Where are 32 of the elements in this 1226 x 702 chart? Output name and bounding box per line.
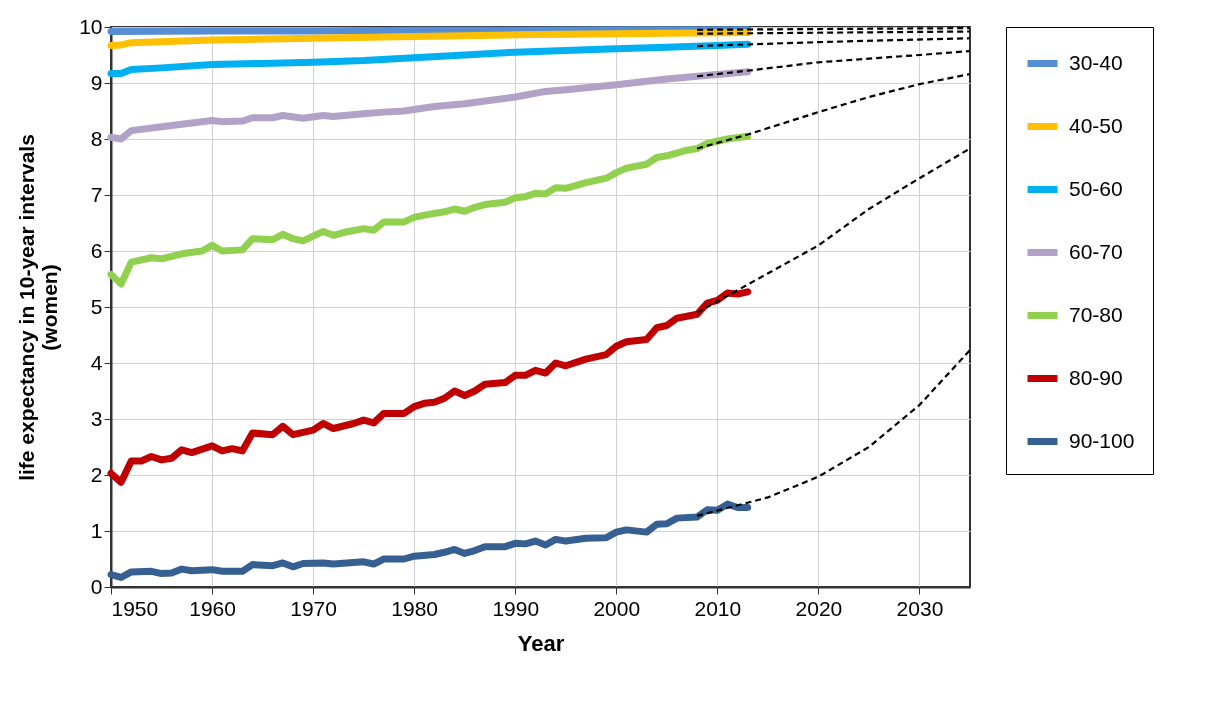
- y-tick-label: 9: [90, 70, 103, 94]
- y-tick-label: 2: [90, 462, 103, 486]
- y-tick-label: 3: [90, 406, 103, 430]
- legend-label: 70-80: [1069, 302, 1123, 326]
- x-tick-label: 2030: [896, 596, 944, 620]
- y-tick-label: 4: [90, 350, 103, 374]
- legend-label: 50-60: [1069, 176, 1123, 200]
- x-tick-label: 2000: [593, 596, 641, 620]
- x-axis-title: Year: [517, 630, 565, 656]
- y-tick-label: 10: [79, 14, 103, 38]
- x-tick-label: 1970: [290, 596, 337, 620]
- legend-label: 90-100: [1069, 428, 1135, 452]
- x-tick-label: 2020: [795, 596, 843, 620]
- legend-label: 30-40: [1069, 50, 1123, 74]
- y-tick-label: 8: [90, 126, 103, 150]
- x-tick-label: 1980: [391, 596, 439, 620]
- line-series: [696, 49, 972, 78]
- y-tick-label: 1: [90, 518, 103, 542]
- y-tick-label: 7: [90, 182, 103, 206]
- line-series: [696, 72, 972, 150]
- y-tick-label: 5: [90, 294, 103, 318]
- y-tick-label: 6: [90, 238, 103, 262]
- legend-label: 80-90: [1069, 365, 1123, 389]
- line-series: [696, 349, 972, 517]
- x-tick-label: 2010: [694, 596, 742, 620]
- x-tick-label: 1960: [189, 596, 236, 620]
- y-tick-label: 0: [90, 574, 103, 598]
- legend-label: 60-70: [1069, 239, 1123, 263]
- x-tick-label: 1990: [492, 596, 540, 620]
- y-axis-title: life expectancy in 10-year intervals (women): [15, 134, 62, 481]
- legend-label: 40-50: [1069, 113, 1123, 137]
- x-tick-label: 1950: [111, 596, 159, 620]
